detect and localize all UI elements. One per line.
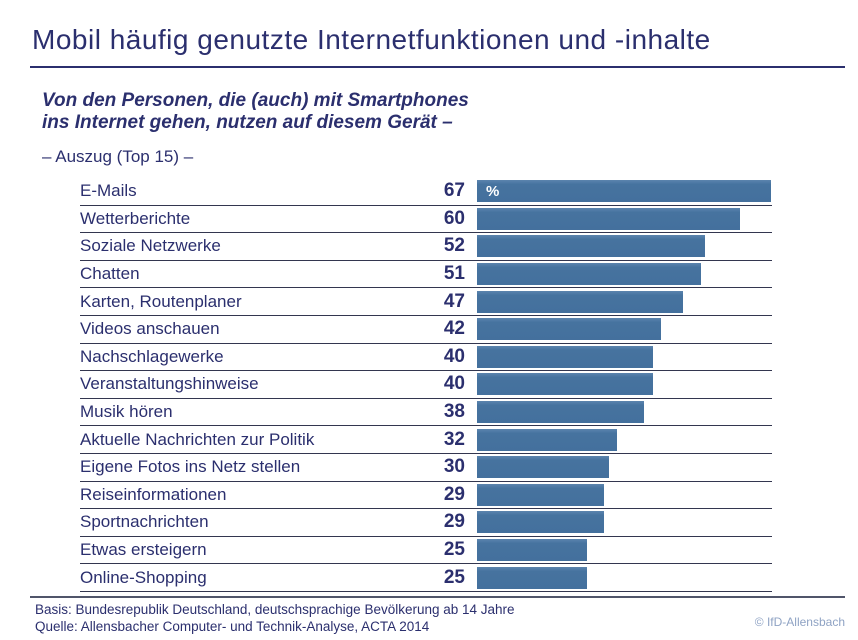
bar-row-value: 30 — [443, 456, 465, 478]
bar-row-value: 38 — [443, 401, 465, 423]
bar — [477, 566, 587, 589]
title-rule — [30, 66, 845, 68]
bar-row: Reiseinformationen 29 — [80, 482, 772, 510]
bar-row-value: 25 — [443, 566, 465, 588]
bar-row-label: Chatten — [80, 264, 140, 284]
bar-row-label: E-Mails — [80, 181, 137, 201]
bar-row-value: 67 — [443, 180, 465, 202]
copyright-label: © IfD-Allensbach — [754, 615, 845, 629]
bar — [477, 207, 741, 230]
bar — [477, 539, 587, 562]
bar-row-value: 40 — [443, 345, 465, 367]
bar-row: Wetterberichte 60 — [80, 206, 772, 234]
bar-row: Online-Shopping 25 — [80, 564, 772, 592]
chart-subtitle: Von den Personen, die (auch) mit Smartph… — [42, 90, 469, 134]
footer-quelle: Quelle: Allensbacher Computer- und Techn… — [35, 618, 430, 634]
bar — [477, 456, 609, 479]
bar-row-label: Sportnachrichten — [80, 512, 209, 532]
bar-row: E-Mails 67% — [80, 178, 772, 206]
bar-row-label: Aktuelle Nachrichten zur Politik — [80, 429, 315, 449]
bar-row-value: 29 — [443, 511, 465, 533]
bar — [477, 235, 706, 258]
bar — [477, 263, 701, 286]
bar-rows: E-Mails 67% Wetterberichte 60 Soziale Netzwe… — [80, 178, 772, 592]
subtitle-line-2: ins Internet gehen, nutzen auf diesem Ge… — [42, 112, 453, 133]
bar-row-label: Nachschlagewerke — [80, 346, 224, 366]
bar-row: Soziale Netzwerke 52 — [80, 233, 772, 261]
bar-row-value: 60 — [443, 207, 465, 229]
bar-row-value: 52 — [443, 235, 465, 257]
bar-row-label: Reiseinformationen — [80, 484, 227, 504]
bar — [477, 318, 662, 341]
bar — [477, 483, 605, 506]
bar-chart: E-Mails 67% Wetterberichte 60 Soziale Netzwe… — [80, 178, 772, 592]
bar-row-label: Videos anschauen — [80, 319, 220, 339]
bar-row-value: 29 — [443, 483, 465, 505]
footer-divider — [30, 596, 845, 598]
bar-row: Chatten 51 — [80, 261, 772, 289]
bar-row-value: 47 — [443, 290, 465, 312]
bar — [477, 373, 653, 396]
subtitle-line-1: Von den Personen, die (auch) mit Smartph… — [42, 90, 469, 111]
bar-row-value: 32 — [443, 428, 465, 450]
bar-row: Videos anschauen 42 — [80, 316, 772, 344]
bar-row-label: Eigene Fotos ins Netz stellen — [80, 457, 301, 477]
bar — [477, 401, 644, 424]
bar-row: Karten, Routenplaner 47 — [80, 288, 772, 316]
bar-row: Sportnachrichten 29 — [80, 509, 772, 537]
bar-row: Veranstaltungshinweise 40 — [80, 371, 772, 399]
bar-row: Nachschlagewerke 40 — [80, 344, 772, 372]
bar-row-value: 51 — [443, 263, 465, 285]
bar-row-label: Online-Shopping — [80, 567, 207, 587]
bar-row-value: 40 — [443, 373, 465, 395]
bar-row-value: 42 — [443, 318, 465, 340]
percent-unit-label: % — [486, 182, 500, 200]
page-title: Mobil häufig genutzte Internetfunktionen… — [32, 24, 711, 55]
bar-row-label: Etwas ersteigern — [80, 540, 207, 560]
bar-row-label: Wetterberichte — [80, 208, 191, 228]
bar-row-label: Musik hören — [80, 402, 173, 422]
bar-row: Musik hören 38 — [80, 399, 772, 427]
bar-row-label: Veranstaltungshinweise — [80, 374, 259, 394]
bar — [477, 345, 653, 368]
excerpt-note: – Auszug (Top 15) – — [42, 147, 194, 166]
bar — [477, 511, 605, 534]
bar-row: Etwas ersteigern 25 — [80, 537, 772, 565]
bar — [477, 428, 618, 451]
footer-basis: Basis: Bundesrepublik Deutschland, deuts… — [35, 602, 515, 617]
bar-row: Aktuelle Nachrichten zur Politik 32 — [80, 426, 772, 454]
bar-row: Eigene Fotos ins Netz stellen 30 — [80, 454, 772, 482]
bar-row-label: Karten, Routenplaner — [80, 291, 242, 311]
bar-row-value: 25 — [443, 539, 465, 561]
footer-text: Basis: Bundesrepublik Deutschland, deuts… — [35, 602, 515, 635]
bar: % — [477, 180, 771, 203]
bar-row-label: Soziale Netzwerke — [80, 236, 221, 256]
bar — [477, 290, 684, 313]
